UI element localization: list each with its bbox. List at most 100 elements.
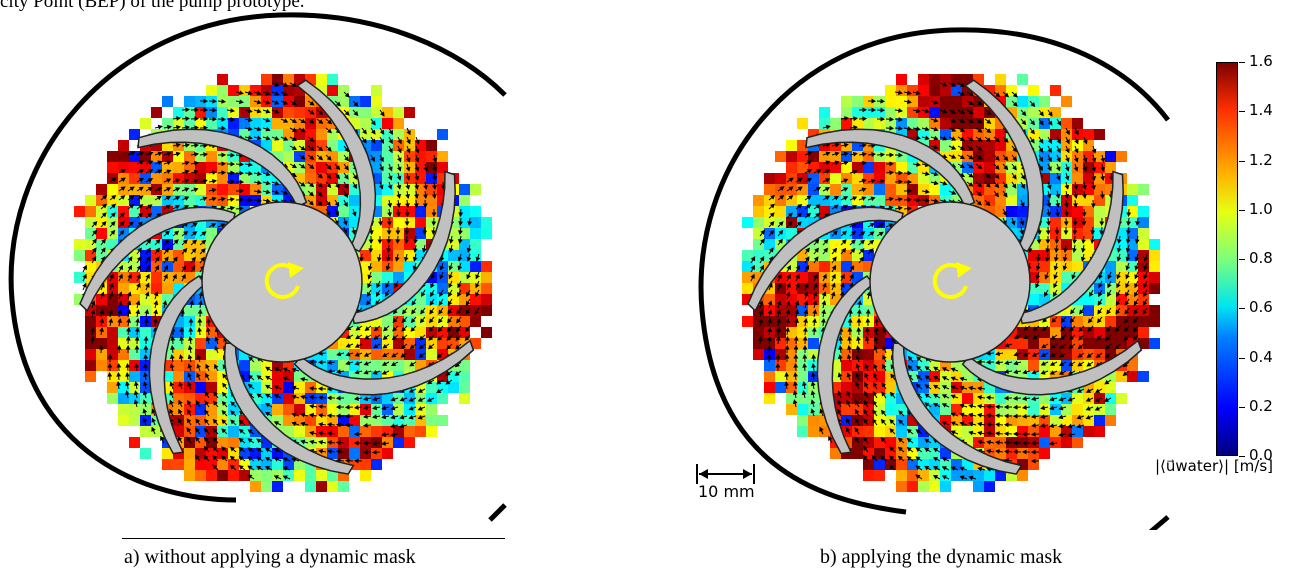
velocity-cell	[217, 360, 228, 371]
velocity-cell	[250, 481, 261, 492]
velocity-cell	[371, 195, 382, 206]
velocity-cell	[393, 107, 404, 118]
velocity-cell	[437, 371, 448, 382]
velocity-cell	[984, 140, 995, 151]
impeller-blade	[805, 128, 976, 208]
velocity-cell	[129, 371, 140, 382]
velocity-cell	[1083, 305, 1094, 316]
velocity-cell	[426, 151, 437, 162]
velocity-cell	[929, 74, 940, 85]
velocity-cell	[1061, 437, 1072, 448]
velocity-cell	[764, 360, 775, 371]
velocity-cell	[830, 393, 841, 404]
velocity-cell	[984, 85, 995, 96]
caption-rule-a	[122, 538, 505, 539]
velocity-cell	[85, 272, 96, 283]
velocity-cell	[217, 118, 228, 129]
velocity-cell	[1061, 360, 1072, 371]
velocity-cell	[250, 107, 261, 118]
velocity-cell	[140, 426, 151, 437]
velocity-cell	[841, 162, 852, 173]
velocity-cell	[283, 404, 294, 415]
velocity-cell	[85, 338, 96, 349]
velocity-cell	[338, 173, 349, 184]
velocity-cell	[470, 283, 481, 294]
velocity-cell	[393, 393, 404, 404]
velocity-cell	[1116, 338, 1127, 349]
velocity-cell	[808, 415, 819, 426]
velocity-cell	[1006, 338, 1017, 349]
velocity-cell	[305, 96, 316, 107]
velocity-cell	[874, 107, 885, 118]
velocity-cell	[940, 393, 951, 404]
velocity-cell	[470, 228, 481, 239]
velocity-cell	[382, 250, 393, 261]
velocity-cell	[448, 382, 459, 393]
velocity-cell	[107, 151, 118, 162]
velocity-cell	[819, 173, 830, 184]
velocity-cell	[1127, 305, 1138, 316]
velocity-cell	[764, 239, 775, 250]
velocity-cell	[808, 184, 819, 195]
velocity-cell	[918, 437, 929, 448]
velocity-cell	[371, 327, 382, 338]
velocity-cell	[96, 206, 107, 217]
velocity-cell	[283, 107, 294, 118]
velocity-cell	[830, 206, 841, 217]
velocity-cell	[118, 140, 129, 151]
velocity-cell	[885, 107, 896, 118]
velocity-cell	[1116, 272, 1127, 283]
velocity-cell	[830, 162, 841, 173]
velocity-cell	[96, 349, 107, 360]
velocity-cell	[852, 228, 863, 239]
velocity-cell	[129, 162, 140, 173]
velocity-cell	[1028, 415, 1039, 426]
velocity-cell	[195, 250, 206, 261]
velocity-cell	[206, 217, 217, 228]
velocity-cell	[162, 448, 173, 459]
velocity-cell	[195, 327, 206, 338]
velocity-cell	[316, 415, 327, 426]
velocity-cell	[907, 129, 918, 140]
velocity-cell	[786, 272, 797, 283]
velocity-cell	[874, 195, 885, 206]
velocity-cell	[929, 118, 940, 129]
velocity-cell	[382, 349, 393, 360]
impeller-blade	[747, 206, 904, 313]
velocity-cell	[863, 470, 874, 481]
velocity-cell	[151, 250, 162, 261]
velocity-cell	[918, 129, 929, 140]
velocity-cell	[107, 239, 118, 250]
velocity-cell	[162, 118, 173, 129]
velocity-cell	[808, 305, 819, 316]
velocity-cell	[459, 250, 470, 261]
velocity-cell	[305, 426, 316, 437]
velocity-cell	[283, 85, 294, 96]
velocity-cell	[195, 470, 206, 481]
velocity-cell	[1072, 206, 1083, 217]
velocity-cell	[819, 206, 830, 217]
velocity-cell	[261, 404, 272, 415]
velocity-cell	[973, 107, 984, 118]
velocity-cell	[896, 393, 907, 404]
velocity-cell	[118, 305, 129, 316]
velocity-cell	[786, 371, 797, 382]
velocity-cell	[404, 360, 415, 371]
velocity-cell	[830, 360, 841, 371]
velocity-cell	[896, 118, 907, 129]
velocity-cell	[151, 261, 162, 272]
velocity-cell	[371, 338, 382, 349]
velocity-cell	[1138, 316, 1149, 327]
velocity-cell	[819, 195, 830, 206]
velocity-cell	[151, 294, 162, 305]
velocity-cell	[885, 360, 896, 371]
velocity-cell	[283, 426, 294, 437]
velocity-cell	[316, 470, 327, 481]
velocity-cell	[1083, 294, 1094, 305]
velocity-cell	[940, 129, 951, 140]
velocity-cell	[129, 415, 140, 426]
velocity-cell	[151, 151, 162, 162]
velocity-cell	[437, 272, 448, 283]
velocity-cell	[283, 382, 294, 393]
velocity-cell	[206, 448, 217, 459]
